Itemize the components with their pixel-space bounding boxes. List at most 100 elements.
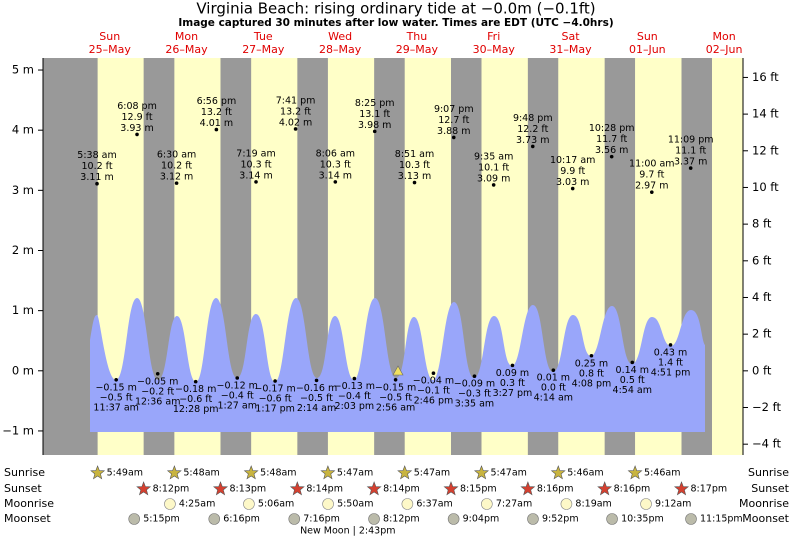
tide-height-m: 3.12 m	[160, 172, 193, 183]
sunset-icon	[597, 481, 613, 496]
tide-time: 4:14 am	[534, 393, 573, 404]
row-label: Moonset	[4, 512, 51, 525]
tide-height-m: −0.13 m	[334, 381, 375, 392]
tide-height-ft: 12.2 ft	[517, 124, 548, 135]
tide-height-ft: 9.9 ft	[560, 166, 585, 177]
moonset-time: 10:35pm	[621, 514, 664, 525]
sunset-time: 8:14pm	[306, 484, 343, 495]
sunrise-time: 5:48am	[183, 468, 219, 479]
moonrise-icon	[164, 498, 176, 510]
tide-height-ft: −0.1 ft	[417, 386, 450, 397]
tide-time: 11:09 pm	[668, 135, 714, 146]
title: Virginia Beach: rising ordinary tide at …	[196, 0, 595, 18]
tide-point	[609, 154, 614, 159]
tide-time: 2:03 pm	[335, 401, 375, 412]
day-date: 28–May	[319, 43, 362, 56]
tide-point	[589, 353, 594, 358]
tide-point	[352, 376, 357, 381]
y-tick-label: 1 m	[12, 303, 34, 317]
sunrise-time: 5:46am	[644, 468, 680, 479]
tide-point	[95, 181, 99, 186]
tide-height-m: 3.73 m	[516, 135, 549, 146]
tide-height-ft: 1.4 ft	[658, 357, 683, 368]
tide-point	[214, 127, 219, 132]
sunrise-icon	[243, 465, 259, 480]
y-tick-label: 0 m	[12, 363, 34, 377]
moonset-icon	[208, 513, 221, 525]
day-name: Fri	[487, 30, 500, 43]
day-name: Sat	[561, 30, 580, 43]
tide-height-m: 0.01 m	[537, 373, 570, 384]
tide-height-ft: 0.0 ft	[541, 383, 566, 394]
tide-height-m: 0.43 m	[654, 347, 687, 358]
moonset-icon	[606, 513, 618, 525]
tide-height-ft: −0.5 ft	[379, 392, 412, 403]
tide-height-ft: −0.6 ft	[259, 394, 292, 405]
y-tick-label: 5 m	[12, 63, 34, 77]
tide-point	[155, 371, 160, 376]
tide-point	[551, 368, 556, 372]
tide-point	[451, 135, 456, 140]
tide-point	[273, 379, 277, 383]
y2-tick-label: −2 ft	[752, 400, 781, 414]
tide-height-ft: 10.3 ft	[399, 160, 430, 171]
tide-height-m: −0.16 m	[296, 383, 337, 394]
tide-height-ft: 13.1 ft	[359, 109, 390, 120]
moonrise-time: 6:37am	[416, 499, 452, 510]
tide-height-m: 3.09 m	[477, 173, 510, 184]
tide-height-ft: −0.5 ft	[300, 393, 333, 404]
sunrise-icon	[627, 465, 643, 480]
tide-height-m: 3.56 m	[595, 145, 628, 156]
tide-height-ft: 11.1 ft	[675, 146, 706, 157]
tide-time: 10:17 am	[550, 155, 595, 166]
sunset-icon	[520, 481, 536, 496]
sunset-time: 8:13pm	[229, 484, 266, 495]
sunset-icon	[443, 481, 459, 496]
sunrise-time: 5:48am	[260, 468, 296, 479]
sunset-icon	[673, 481, 690, 496]
tide-point	[114, 378, 118, 382]
tide-height-m: −0.17 m	[254, 384, 295, 395]
y-tick-label: 2 m	[12, 243, 34, 257]
moonset-time: 11:15pm	[700, 514, 743, 525]
row-label: Sunset	[751, 482, 789, 495]
tide-point	[135, 132, 139, 137]
moonset-icon	[527, 513, 539, 525]
y-tick-label: 4 m	[12, 123, 34, 137]
tide-point	[372, 129, 377, 134]
sunset-time: 8:16pm	[537, 484, 574, 495]
sunrise-time: 5:46am	[567, 468, 603, 479]
tide-height-m: −0.04 m	[413, 376, 454, 387]
sunset-time: 8:17pm	[691, 484, 728, 495]
tide-point	[254, 180, 258, 184]
tide-point	[510, 363, 515, 368]
day-date: 31–May	[549, 43, 592, 56]
tide-point	[431, 371, 436, 375]
sunrise-icon	[550, 465, 566, 480]
moonrise-icon	[560, 498, 573, 510]
sunset-icon	[289, 481, 305, 496]
sunrise-icon	[320, 465, 336, 480]
tide-time: 1:27 am	[218, 401, 257, 412]
sunrise-time: 5:47am	[337, 468, 373, 479]
subtitle: Image captured 30 minutes after low wate…	[178, 17, 613, 29]
tide-point	[333, 180, 338, 184]
row-label: Sunrise	[748, 466, 789, 479]
day-band	[712, 58, 743, 455]
tide-time: 7:41 pm	[276, 95, 316, 106]
y2-tick-label: 14 ft	[752, 107, 779, 121]
tide-height-ft: −0.4 ft	[221, 391, 254, 402]
tide-time: 6:56 pm	[197, 96, 237, 107]
moonrise-icon	[481, 498, 493, 510]
moonrise-time: 9:12am	[655, 499, 691, 510]
sunset-time: 8:14pm	[383, 484, 420, 495]
moonrise-time: 5:06am	[258, 499, 294, 510]
tide-time: 8:51 am	[395, 149, 434, 160]
tide-time: 8:06 am	[316, 148, 355, 159]
tide-height-m: 0.25 m	[575, 358, 608, 369]
y2-tick-label: 12 ft	[752, 143, 779, 157]
row-label: Moonrise	[739, 497, 789, 510]
tide-time: 4:54 am	[613, 385, 652, 396]
row-label: Sunset	[4, 482, 42, 495]
